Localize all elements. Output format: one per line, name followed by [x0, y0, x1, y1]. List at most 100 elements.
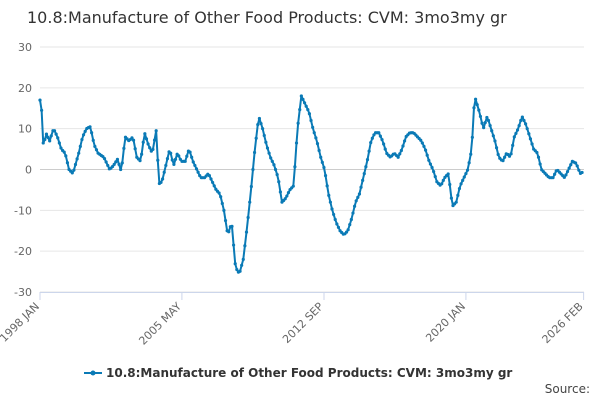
data-point [70, 171, 74, 175]
data-point [309, 118, 313, 123]
data-point [517, 124, 521, 128]
data-point [336, 225, 341, 229]
data-point [219, 195, 223, 199]
data-point [106, 163, 110, 168]
data-point [296, 121, 300, 125]
data-point [467, 161, 471, 165]
data-point [90, 131, 94, 135]
data-point [574, 161, 578, 165]
data-point [509, 152, 513, 156]
y-tick-label: -20 [14, 245, 32, 258]
data-point [382, 142, 386, 146]
data-point [322, 165, 326, 170]
data-point [454, 200, 458, 204]
data-point [91, 138, 95, 143]
data-point [64, 154, 68, 158]
data-point [378, 134, 382, 138]
data-point [265, 146, 270, 150]
data-point [327, 193, 331, 197]
data-point [496, 152, 500, 157]
data-point [575, 164, 579, 168]
data-point [480, 121, 484, 125]
data-point [525, 127, 529, 131]
data-point [314, 136, 318, 140]
data-point [304, 104, 308, 108]
data-point [551, 176, 555, 180]
data-point [403, 139, 407, 143]
data-point [54, 132, 58, 136]
data-point [528, 137, 533, 141]
data-point [83, 129, 87, 133]
data-point [520, 115, 524, 119]
data-point [46, 135, 50, 140]
x-tick-label: 2005 MAY [136, 300, 184, 348]
data-point [307, 112, 312, 116]
data-point [130, 136, 134, 140]
data-point [349, 217, 353, 222]
data-point [141, 140, 145, 144]
data-point [230, 224, 234, 228]
data-point [346, 228, 350, 232]
data-point [117, 162, 121, 166]
data-point [420, 141, 424, 145]
data-point [146, 142, 150, 146]
data-point [488, 124, 492, 128]
data-point [151, 147, 155, 152]
data-point [161, 177, 165, 181]
data-point [475, 103, 479, 107]
data-point [457, 186, 462, 191]
data-point [49, 134, 53, 138]
data-point [478, 114, 483, 119]
data-point [57, 141, 61, 145]
data-point [293, 165, 297, 169]
y-tick-label: 10 [18, 123, 32, 136]
data-point [102, 157, 107, 161]
data-point [269, 156, 273, 160]
data-point [62, 150, 66, 154]
data-point [377, 131, 381, 135]
data-point [144, 137, 149, 141]
data-point [370, 136, 374, 140]
data-point [278, 190, 282, 194]
data-point [440, 182, 444, 186]
data-point [472, 106, 476, 110]
data-point [80, 137, 84, 142]
data-point [359, 185, 363, 189]
data-point [448, 182, 452, 187]
series-layer [38, 94, 584, 274]
data-point [306, 108, 310, 112]
data-point [154, 129, 158, 133]
data-point [246, 215, 250, 220]
data-point [120, 161, 124, 165]
data-point [131, 138, 136, 142]
data-point [185, 154, 189, 158]
data-point [75, 157, 79, 161]
data-point [423, 148, 428, 152]
data-point [553, 172, 557, 176]
data-point [301, 97, 305, 101]
data-point [223, 218, 228, 223]
data-point [348, 223, 352, 227]
data-point [261, 127, 265, 131]
data-point [456, 193, 460, 197]
data-point [273, 167, 278, 172]
data-point [515, 128, 520, 132]
data-point [469, 152, 473, 156]
data-point [240, 263, 244, 267]
data-point [369, 141, 373, 145]
y-tick-label: 30 [18, 41, 32, 54]
data-point [396, 155, 400, 159]
data-point [119, 167, 123, 172]
data-point [283, 197, 287, 201]
data-point [464, 171, 468, 176]
data-point [77, 151, 81, 155]
data-point [493, 139, 497, 143]
data-point [211, 180, 215, 185]
data-point [365, 158, 370, 162]
data-point [446, 172, 450, 176]
legend[interactable]: 10.8:Manufacture of Other Food Products:… [84, 365, 512, 381]
data-point [173, 157, 178, 161]
data-point [227, 230, 231, 234]
data-point [217, 191, 221, 195]
data-point [330, 207, 334, 211]
